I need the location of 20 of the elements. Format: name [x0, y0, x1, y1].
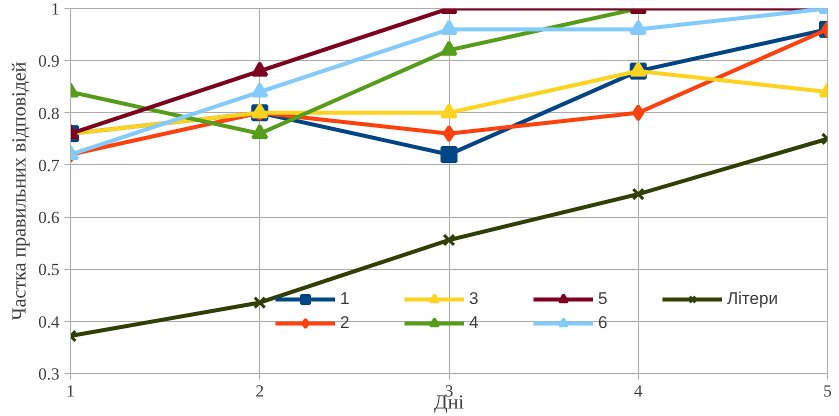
legend-label: 1: [340, 289, 350, 309]
y-axis-title: Частка правильних відповідей: [8, 61, 30, 320]
y-tick-label: 0.8: [38, 104, 60, 123]
legend-label: 2: [340, 313, 350, 333]
legend-label: Літери: [727, 289, 779, 309]
x-tick-label: 4: [634, 382, 643, 400]
legend-label: 5: [598, 289, 608, 309]
y-tick-label: 0.3: [38, 364, 60, 384]
y-tick-label: 0.9: [38, 52, 60, 71]
y-tick-label: 0.5: [38, 260, 60, 280]
y-tick-label: 0.4: [38, 312, 60, 332]
legend-label: 3: [469, 289, 480, 309]
y-tick-label: 0.6: [38, 208, 60, 228]
x-tick-label: 5: [823, 382, 832, 400]
legend-label: 6: [598, 313, 608, 333]
y-tick-label: 1: [51, 0, 60, 18]
y-tick-label: 0.7: [38, 156, 60, 175]
legend-label: 4: [469, 313, 480, 333]
x-tick-label: 2: [256, 382, 264, 400]
x-tick-label: 1: [66, 382, 75, 400]
